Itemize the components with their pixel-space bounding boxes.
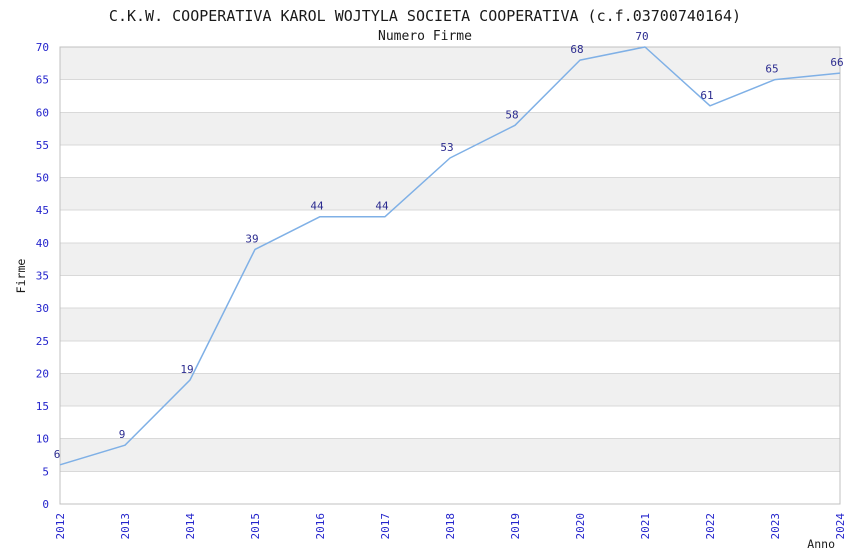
- line-series: [59, 46, 841, 466]
- x-tick-label: 2013: [119, 513, 132, 540]
- data-label: 39: [245, 232, 258, 245]
- x-tick-label: 2023: [769, 513, 782, 540]
- y-axis-title: Firme: [14, 259, 28, 294]
- x-tick-label: 2022: [704, 513, 717, 540]
- data-label: 44: [310, 200, 324, 213]
- chart-title: C.K.W. COOPERATIVA KAROL WOJTYLA SOCIETA…: [109, 7, 741, 25]
- x-axis-tick-labels: 2012 2013 2014 2015 2016 2017 2018 2019 2020 2021…: [54, 513, 847, 540]
- y-tick-label: 55: [36, 139, 49, 152]
- data-label: 68: [570, 43, 583, 56]
- x-tick-label: 2016: [314, 513, 327, 540]
- data-label: 44: [375, 200, 389, 213]
- data-label: 65: [765, 63, 778, 76]
- chart-subtitle: Numero Firme: [378, 29, 472, 44]
- x-tick-label: 2020: [574, 513, 587, 540]
- data-label: 19: [180, 363, 193, 376]
- plot-bands: [60, 47, 840, 472]
- y-tick-label: 30: [36, 302, 49, 315]
- y-tick-label: 45: [36, 204, 49, 217]
- plot-band: [60, 112, 840, 145]
- data-label: 53: [440, 141, 453, 154]
- y-tick-label: 0: [42, 498, 49, 511]
- data-label: 66: [830, 56, 843, 69]
- y-axis-tick-labels: 0 5 10 15 20 25 30 35 40 45 50 55 60 65 70: [36, 41, 49, 511]
- y-tick-label: 65: [36, 74, 49, 87]
- data-label: 70: [635, 30, 648, 43]
- y-tick-label: 10: [36, 433, 49, 446]
- y-tick-label: 50: [36, 172, 49, 185]
- plot-border: [59, 46, 841, 505]
- x-tick-label: 2012: [54, 513, 67, 540]
- x-tick-label: 2019: [509, 513, 522, 540]
- plot-band: [60, 242, 840, 276]
- x-axis-title: Anno: [807, 537, 835, 550]
- y-tick-label: 25: [36, 335, 49, 348]
- y-tick-label: 20: [36, 367, 49, 380]
- plot-band: [60, 47, 840, 80]
- data-labels: 6 9 19 39 44 44 53 58 68 70 61 65 66: [54, 30, 844, 461]
- y-tick-label: 15: [36, 400, 49, 413]
- y-tick-label: 40: [36, 237, 49, 250]
- x-tick-label: 2015: [249, 513, 262, 540]
- x-tick-label: 2014: [184, 513, 197, 540]
- plot-band: [60, 308, 840, 341]
- y-tick-label: 35: [36, 270, 49, 283]
- x-tick-label: 2017: [379, 513, 392, 540]
- data-label: 58: [505, 108, 518, 121]
- plot-band: [60, 177, 840, 211]
- y-tick-label: 70: [36, 41, 49, 54]
- data-label: 61: [700, 89, 713, 102]
- x-tick-label: 2024: [834, 513, 847, 540]
- y-tick-label: 5: [42, 465, 49, 478]
- x-tick-label: 2018: [444, 513, 457, 540]
- y-tick-label: 60: [36, 106, 49, 119]
- plot-band: [60, 373, 840, 407]
- data-label: 9: [119, 428, 126, 441]
- plot-band: [60, 438, 840, 472]
- x-tick-label: 2021: [639, 513, 652, 540]
- data-label: 6: [54, 448, 61, 461]
